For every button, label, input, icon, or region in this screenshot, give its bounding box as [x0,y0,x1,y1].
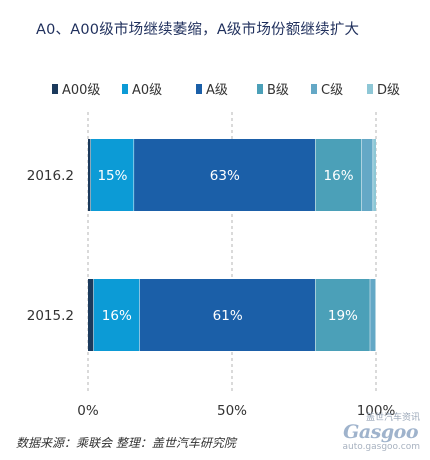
bar-segment-0-5 [373,139,376,211]
watermark-logo: 盖世汽车资讯 Gasgoo auto.gasgoo.com [334,410,420,452]
data-label-1-2: 61% [213,308,243,324]
category-label-1: 2015.2 [27,308,74,324]
legend-swatch-4 [311,84,317,94]
x-tick-label-2: 100% [357,403,396,419]
watermark-url: auto.gasgoo.com [342,442,420,452]
bar-segment-1-2 [139,279,316,351]
legend-label-0: A00级 [62,83,100,98]
bar-segment-0-2 [134,139,316,211]
bar-segment-0-4 [361,139,374,211]
bar-segment-1-0 [88,279,94,351]
x-tick-label-0: 0% [77,403,99,419]
bar-segment-0-0 [88,139,91,211]
data-label-0-2: 63% [210,168,240,184]
chart-title: A0、A00级市场继续萎缩，A级市场份额继续扩大 [36,22,360,38]
legend-label-5: D级 [377,83,400,98]
watermark-cn: 盖世汽车资讯 [365,413,420,423]
legend-label-4: C级 [321,83,343,98]
category-label-0: 2016.2 [27,168,74,184]
source-note: 数据来源：乘联会 整理：盖世汽车研究院 [16,436,236,450]
category-labels: 2016.2 2015.2 [27,168,74,324]
legend-swatch-0 [52,84,58,94]
watermark-brand: Gasgoo [343,421,418,443]
legend-label-3: B级 [267,83,289,98]
stacked-bar-chart: A00级 A0级 A级 B级 C级 D级 15% 63% 16% 16% 61% 19% 2016.… [27,83,400,419]
bar-segment-1-4 [370,279,376,351]
x-tick-labels: 0% 50% 100% [77,403,395,419]
legend-swatch-2 [196,84,202,94]
legend-label-1: A0级 [132,83,162,98]
legend-swatch-3 [257,84,263,94]
bars: 15% 63% 16% 16% 61% 19% [88,139,377,351]
grid-lines [87,112,377,392]
bar-segment-0-1 [90,139,135,211]
legend-label-2: A级 [206,83,228,98]
data-label-1-1: 16% [102,308,132,324]
bar-segment-1-3 [315,279,371,351]
bar-segment-1-1 [93,279,140,351]
legend-swatch-1 [122,84,128,94]
legend-swatch-5 [367,84,373,94]
data-label-1-3: 19% [328,308,358,324]
bar-segment-0-3 [315,139,362,211]
legend: A00级 A0级 A级 B级 C级 D级 [52,83,400,98]
data-label-0-1: 15% [97,168,127,184]
x-tick-label-1: 50% [217,403,247,419]
data-label-0-3: 16% [324,168,354,184]
